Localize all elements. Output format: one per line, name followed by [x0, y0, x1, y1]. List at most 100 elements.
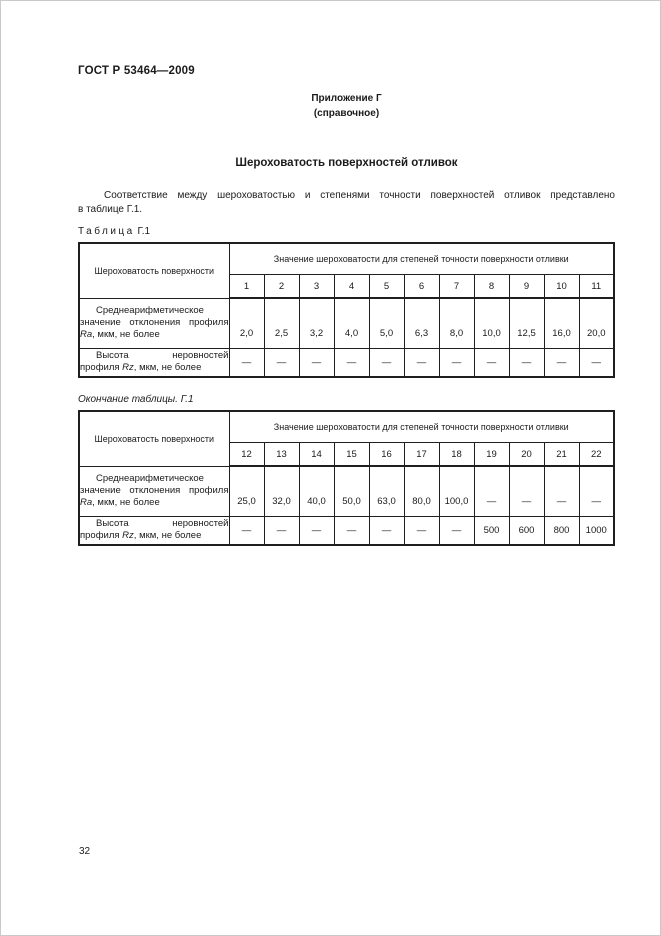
table2-ra-label-pre: Среднеарифметическое значение отклонения…	[80, 472, 229, 496]
table1-degree-cell: 1	[228, 274, 265, 299]
table1-degree-cell: 11	[578, 274, 615, 299]
table2-rz-value-cell: —	[368, 515, 405, 546]
table2-ra-value-cell: 63,0	[368, 465, 405, 517]
table1-ra-value-cell: 2,0	[228, 297, 265, 349]
table1-rz-value-cell: —	[333, 347, 370, 378]
appendix-label: Приложение Г	[311, 93, 382, 104]
table1-stub-header: Шероховатость поверхности	[78, 242, 230, 299]
table2-ra-label-symbol: Ra	[80, 497, 93, 509]
table1-span-header: Значение шероховатости для степеней точн…	[228, 242, 615, 275]
table2-degree-cell: 17	[403, 442, 440, 467]
table1-ra-value-cell: 4,0	[333, 297, 370, 349]
table1-ra-value-cell: 16,0	[543, 297, 580, 349]
page-number: 32	[79, 846, 91, 857]
table1-degree-cell: 3	[298, 274, 335, 299]
table2-rz-row: Высота неровностей профиля Rz, мкм, не б…	[78, 515, 615, 546]
doc-number: ГОСТ Р 53464—2009	[78, 65, 195, 77]
table1-ra-value-cell: 8,0	[438, 297, 475, 349]
table2-degree-cell: 14	[298, 442, 335, 467]
table2-degree-cell: 18	[438, 442, 475, 467]
table2-caption: Окончание таблицы. Г.1	[78, 394, 194, 405]
table1-ra-value-cell: 5,0	[368, 297, 405, 349]
table2-rz-label-pre: Высота неровностей профиля	[80, 518, 229, 542]
roughness-table-1: Шероховатость поверхности Значение шерох…	[78, 242, 615, 378]
table1-degree-cell: 9	[508, 274, 545, 299]
table1-rz-label-pre: Высота неровностей профиля	[80, 350, 229, 374]
table1-rz-value-cell: —	[543, 347, 580, 378]
table1-rz-value-cell: —	[368, 347, 405, 378]
table2-ra-value-cell: 40,0	[298, 465, 335, 517]
table1-rz-value-cell: —	[578, 347, 615, 378]
table2-degree-cell: 22	[578, 442, 615, 467]
table2-degree-cell: 15	[333, 442, 370, 467]
appendix-note: (справочное)	[313, 108, 380, 119]
table2-header-row: Шероховатость поверхности Значение шерох…	[78, 410, 615, 467]
roughness-table-2: Шероховатость поверхности Значение шерох…	[78, 410, 615, 546]
table1-rz-value-cell: —	[473, 347, 510, 378]
table1-rz-value-cell: —	[298, 347, 335, 378]
table1-degrees-row: 1 2 3 4 5 6 7 8 9 10 11	[79, 274, 615, 299]
table2-degree-cell: 21	[543, 442, 580, 467]
table1-rz-value-cell: —	[438, 347, 475, 378]
table2-ra-value-cell: —	[578, 465, 615, 517]
table2-rz-value-cell: 800	[543, 515, 580, 546]
table1-header-row: Шероховатость поверхности Значение шерох…	[78, 242, 615, 299]
table2-rz-value-cell: 500	[473, 515, 510, 546]
table2-ra-value-cell: —	[473, 465, 510, 517]
table1-degree-cell: 8	[473, 274, 510, 299]
table2-rz-label: Высота неровностей профиля Rz, мкм, не б…	[78, 515, 230, 546]
table1-ra-value-cell: 12,5	[508, 297, 545, 349]
table2-rz-value-cell: —	[263, 515, 300, 546]
table2-rz-value-cell: 1000	[578, 515, 615, 546]
appendix-heading: Приложение Г (справочное)	[78, 91, 615, 121]
page-title: Шероховатость поверхностей отливок	[235, 157, 458, 169]
intro-line-2: в таблице Г.1.	[78, 203, 143, 215]
table1-ra-label: Среднеарифметическое значение отклонения…	[78, 297, 230, 349]
table2-ra-value-cell: 100,0	[438, 465, 475, 517]
table1-rz-value-cell: —	[508, 347, 545, 378]
table1-degree-cell: 10	[543, 274, 580, 299]
table1-rz-value-cell: —	[263, 347, 300, 378]
table1-degree-cell: 2	[263, 274, 300, 299]
table1-rz-label-post: , мкм, не более	[133, 362, 202, 374]
table1-degree-cell: 4	[333, 274, 370, 299]
table2-degree-cell: 19	[473, 442, 510, 467]
table2-stub-header: Шероховатость поверхности	[78, 410, 230, 467]
table2-rz-value-cell: 600	[508, 515, 545, 546]
table2-degree-cell: 16	[368, 442, 405, 467]
table2-span-header: Значение шероховатости для степеней точн…	[228, 410, 615, 443]
table1-degree-cell: 6	[403, 274, 440, 299]
table2-ra-value-cell: —	[508, 465, 545, 517]
table2-rz-value-cell: —	[228, 515, 265, 546]
table2-ra-value-cell: 50,0	[333, 465, 370, 517]
table1-rz-value-cell: —	[228, 347, 265, 378]
table1-ra-value-cell: 6,3	[403, 297, 440, 349]
table1-ra-value-cell: 2,5	[263, 297, 300, 349]
table1-rz-value-cell: —	[403, 347, 440, 378]
intro-line-1: Соответствие между шероховатостью и степ…	[104, 190, 615, 201]
table2-ra-label-post: , мкм, не более	[92, 497, 160, 509]
table1-degree-cell: 5	[368, 274, 405, 299]
table1-caption-word: Таблица	[78, 226, 135, 237]
table2-ra-value-cell: 32,0	[263, 465, 300, 517]
table2-degree-cell: 12	[228, 442, 265, 467]
table2-rz-value-cell: —	[438, 515, 475, 546]
table1-rz-row: Высота неровностей профиля Rz, мкм, не б…	[78, 347, 615, 378]
table2-ra-value-cell: 80,0	[403, 465, 440, 517]
intro-paragraph: Соответствие между шероховатостью и степ…	[78, 189, 615, 216]
table1-ra-value-cell: 20,0	[578, 297, 615, 349]
table2-rz-value-cell: —	[403, 515, 440, 546]
table1-ra-value-cell: 3,2	[298, 297, 335, 349]
table1-caption: Таблица Г.1	[78, 226, 615, 237]
table2-degrees-row: 12 13 14 15 16 17 18 19 20 21 22	[79, 442, 615, 467]
table2-rz-value-cell: —	[298, 515, 335, 546]
table2-degree-cell: 20	[508, 442, 545, 467]
table1-rz-label: Высота неровностей профиля Rz, мкм, не б…	[78, 347, 230, 378]
table2-degree-cell: 13	[263, 442, 300, 467]
table1-ra-label-symbol: Ra	[80, 329, 93, 341]
table2-rz-label-symbol: Rz	[122, 530, 134, 542]
table1-ra-label-pre: Среднеарифметическое значение отклонения…	[80, 304, 229, 328]
table2-ra-row: Среднеарифметическое значение отклонения…	[78, 465, 615, 517]
table2-ra-value-cell: —	[543, 465, 580, 517]
